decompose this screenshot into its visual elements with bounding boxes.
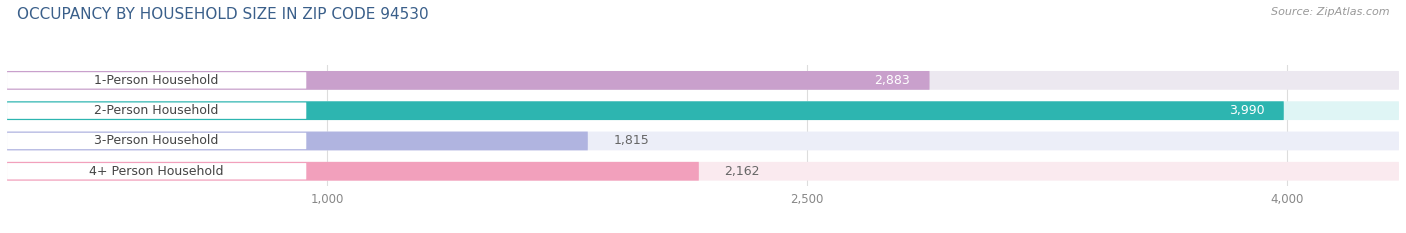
FancyBboxPatch shape — [7, 162, 1399, 181]
Text: 3-Person Household: 3-Person Household — [94, 134, 219, 147]
FancyBboxPatch shape — [7, 101, 1284, 120]
Text: OCCUPANCY BY HOUSEHOLD SIZE IN ZIP CODE 94530: OCCUPANCY BY HOUSEHOLD SIZE IN ZIP CODE … — [17, 7, 429, 22]
FancyBboxPatch shape — [7, 132, 588, 150]
Text: 4+ Person Household: 4+ Person Household — [90, 165, 224, 178]
Text: 3,990: 3,990 — [1229, 104, 1264, 117]
Text: Source: ZipAtlas.com: Source: ZipAtlas.com — [1271, 7, 1389, 17]
FancyBboxPatch shape — [7, 103, 307, 119]
Text: 2-Person Household: 2-Person Household — [94, 104, 219, 117]
Text: 2,883: 2,883 — [875, 74, 910, 87]
FancyBboxPatch shape — [7, 163, 307, 179]
FancyBboxPatch shape — [7, 133, 307, 149]
Text: 2,162: 2,162 — [724, 165, 759, 178]
FancyBboxPatch shape — [7, 71, 1399, 90]
Text: 1,815: 1,815 — [613, 134, 650, 147]
Text: 1-Person Household: 1-Person Household — [94, 74, 219, 87]
FancyBboxPatch shape — [7, 71, 929, 90]
FancyBboxPatch shape — [7, 72, 307, 89]
FancyBboxPatch shape — [7, 132, 1399, 150]
FancyBboxPatch shape — [7, 101, 1399, 120]
FancyBboxPatch shape — [7, 162, 699, 181]
